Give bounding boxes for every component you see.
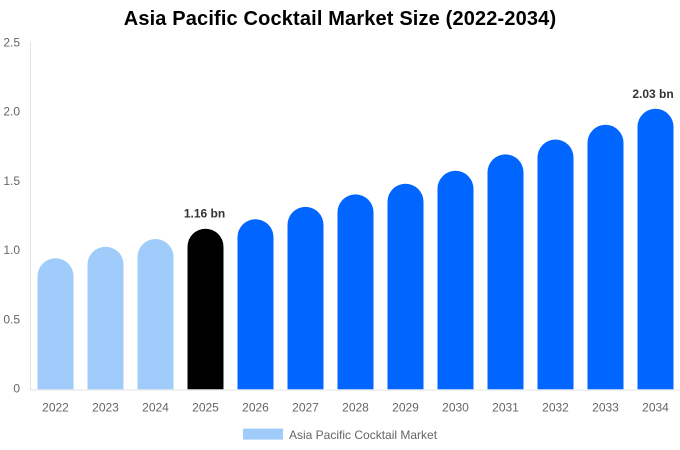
svg-text:2022: 2022 (42, 400, 69, 414)
svg-text:2034: 2034 (642, 400, 669, 414)
svg-text:2024: 2024 (142, 400, 169, 414)
svg-text:2025: 2025 (192, 400, 219, 414)
svg-text:2.03 bn: 2.03 bn (632, 87, 673, 101)
svg-text:2026: 2026 (242, 400, 269, 414)
svg-text:2028: 2028 (342, 400, 369, 414)
svg-text:1.5: 1.5 (3, 174, 20, 188)
svg-text:2032: 2032 (542, 400, 569, 414)
svg-text:0: 0 (13, 382, 20, 396)
svg-text:2.0: 2.0 (3, 105, 20, 119)
svg-text:2.5: 2.5 (3, 36, 20, 50)
svg-text:2030: 2030 (442, 400, 469, 414)
svg-text:2023: 2023 (92, 400, 119, 414)
svg-text:2029: 2029 (392, 400, 419, 414)
svg-text:2033: 2033 (592, 400, 619, 414)
svg-text:Asia Pacific Cocktail Market: Asia Pacific Cocktail Market (289, 428, 438, 442)
svg-text:2027: 2027 (292, 400, 319, 414)
svg-text:1.16 bn: 1.16 bn (184, 207, 225, 221)
svg-text:2031: 2031 (492, 400, 519, 414)
svg-text:0.5: 0.5 (3, 312, 20, 326)
svg-text:1.0: 1.0 (3, 243, 20, 257)
svg-text:Asia Pacific Cocktail Market S: Asia Pacific Cocktail Market Size (2022-… (124, 8, 557, 30)
